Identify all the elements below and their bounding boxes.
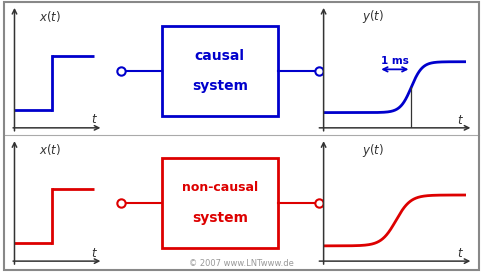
Bar xyxy=(162,158,278,248)
Text: system: system xyxy=(192,79,248,93)
Text: $t$: $t$ xyxy=(457,114,464,127)
Text: $y(t)$: $y(t)$ xyxy=(362,8,384,26)
Text: non-causal: non-causal xyxy=(182,181,258,194)
Text: 1 ms: 1 ms xyxy=(381,56,409,66)
Bar xyxy=(162,26,278,116)
Text: system: system xyxy=(192,211,248,225)
Text: causal: causal xyxy=(195,49,245,63)
Text: © 2007 www.LNTwww.de: © 2007 www.LNTwww.de xyxy=(189,258,294,268)
Text: $t$: $t$ xyxy=(91,113,98,126)
Text: $y(t)$: $y(t)$ xyxy=(362,142,384,159)
Text: $x(t)$: $x(t)$ xyxy=(39,142,61,157)
Text: $t$: $t$ xyxy=(457,247,464,260)
Text: $x(t)$: $x(t)$ xyxy=(39,9,61,24)
Text: $t$: $t$ xyxy=(91,247,98,259)
